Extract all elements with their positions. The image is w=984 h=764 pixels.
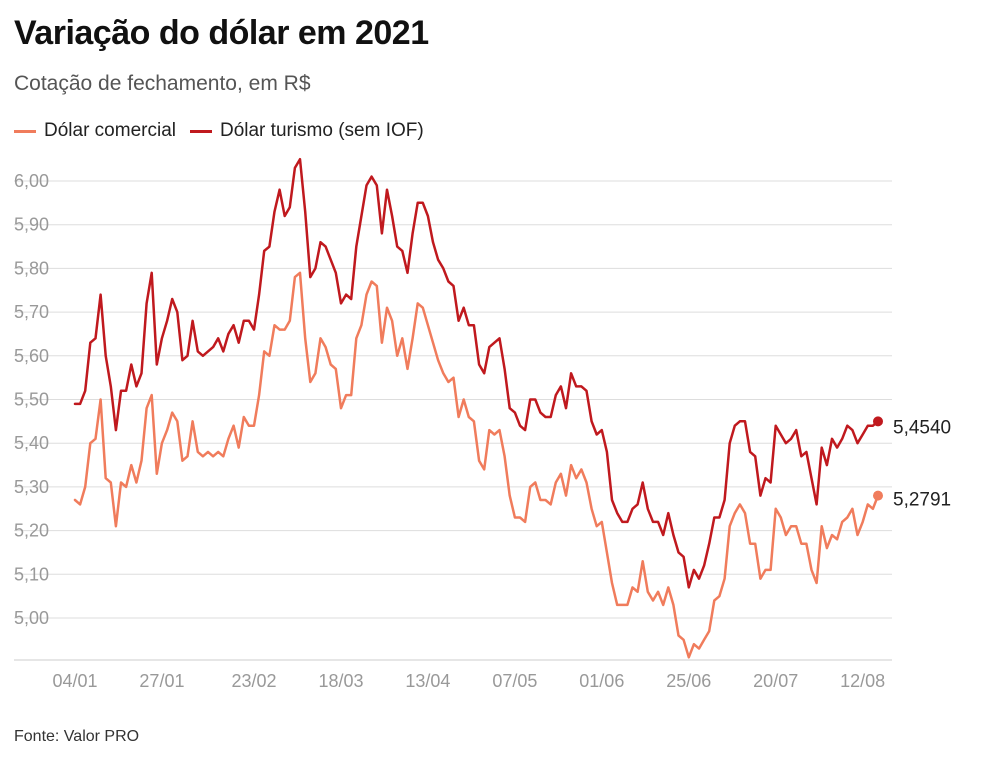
y-tick-label: 5,60: [14, 346, 49, 366]
chart-subtitle: Cotação de fechamento, em R$: [14, 72, 311, 95]
x-tick-label: 18/03: [318, 671, 363, 691]
series-line-turismo: [73, 157, 880, 589]
series-lines: [73, 157, 880, 659]
legend-swatch-turismo: [189, 129, 212, 133]
x-axis: 04/01 27/01 23/02 18/03 13/04 07/05 01/06 25/06…: [52, 671, 885, 691]
x-tick-label: 07/05: [492, 671, 537, 691]
end-marker-turismo: [873, 416, 883, 427]
legend: Dólar comercial Dólar turismo (sem IOF): [14, 120, 438, 142]
series-line-comercial: [73, 271, 880, 659]
y-tick-label: 5,20: [14, 521, 49, 541]
end-marker-comercial: [873, 490, 883, 501]
legend-label-comercial: Dólar comercial: [44, 120, 176, 141]
source-note: Fonte: Valor PRO: [14, 728, 140, 745]
end-value-turismo: 5,4540: [893, 417, 951, 438]
x-tick-label: 23/02: [231, 671, 276, 691]
x-tick-label: 20/07: [753, 671, 798, 691]
x-tick-label: 12/08: [840, 671, 885, 691]
y-tick-label: 5,00: [14, 608, 49, 628]
legend-label-turismo: Dólar turismo (sem IOF): [219, 120, 424, 141]
legend-item-comercial: Dólar comercial: [14, 120, 176, 142]
x-tick-label: 01/06: [579, 671, 624, 691]
x-tick-label: 25/06: [666, 671, 711, 691]
y-tick-label: 5,40: [14, 433, 49, 453]
y-tick-label: 5,30: [14, 477, 49, 497]
y-tick-label: 5,80: [14, 258, 49, 278]
y-tick-label: 5,90: [14, 215, 49, 235]
end-value-comercial: 5,2791: [893, 490, 951, 511]
y-tick-label: 6,00: [14, 171, 49, 191]
x-tick-label: 04/01: [52, 671, 97, 691]
gridlines: [14, 180, 892, 661]
y-axis: 5,00 5,10 5,20 5,30 5,40 5,50 5,60 5,70 5,80 5,90…: [14, 171, 49, 628]
y-tick-label: 5,10: [14, 564, 49, 584]
chart-title: Variação do dólar em 2021: [14, 14, 429, 52]
legend-swatch-comercial: [14, 129, 36, 133]
y-tick-label: 5,70: [14, 302, 49, 322]
legend-item-turismo: Dólar turismo (sem IOF): [189, 120, 424, 142]
end-markers: 5,2791 5,4540: [873, 416, 951, 511]
x-tick-label: 27/01: [139, 671, 184, 691]
x-tick-label: 13/04: [405, 671, 450, 691]
y-tick-label: 5,50: [14, 390, 49, 410]
